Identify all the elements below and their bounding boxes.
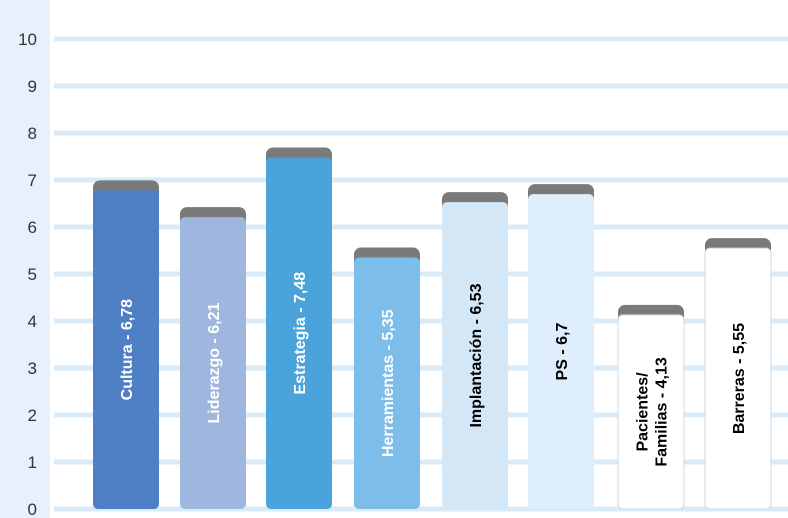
- bar-group: Implantación - 6,53: [442, 192, 508, 509]
- bar-label: Implantación - 6,53: [468, 283, 485, 427]
- chart-background: [0, 0, 50, 518]
- bar: [442, 202, 508, 509]
- y-tick-label: 10: [18, 30, 37, 49]
- y-tick-label: 6: [28, 218, 37, 237]
- bar: [93, 190, 159, 509]
- y-tick-label: 1: [28, 453, 37, 472]
- bar-group: Pacientes/Familias - 4,13: [617, 304, 685, 510]
- bar: [617, 314, 685, 510]
- bar: [354, 257, 420, 509]
- bar: [528, 194, 594, 509]
- bar-group: Estrategia - 7,48: [266, 147, 332, 509]
- y-tick-label: 9: [28, 77, 37, 96]
- bar-label: Herramientas - 5,35: [380, 309, 397, 457]
- y-tick-label: 0: [28, 500, 37, 518]
- bar-label-line: Herramientas - 5,35: [380, 309, 397, 457]
- y-tick-label: 7: [28, 171, 37, 190]
- y-tick-label: 5: [28, 265, 37, 284]
- bar: [266, 157, 332, 509]
- bar-group: PS - 6,7: [528, 184, 594, 509]
- y-axis-ticks: 0 1 2 3 4 5 6 7 8 9 10: [18, 30, 37, 518]
- bar-label: Estrategia - 7,48: [292, 272, 309, 395]
- y-tick-label: 3: [28, 359, 37, 378]
- gridlines: [54, 36, 788, 512]
- y-tick-label: 4: [28, 312, 37, 331]
- bar: [180, 217, 246, 509]
- bar-label: Cultura - 6,78: [119, 299, 136, 400]
- bars: Cultura - 6,78 Liderazgo - 6,21 Estrategia…: [93, 147, 772, 510]
- bar-group: Barreras - 5,55: [704, 238, 772, 510]
- bar-group: Liderazgo - 6,21: [180, 207, 246, 509]
- bar-label-line: Barreras - 5,55: [731, 323, 748, 434]
- bar-label: PS - 6,7: [554, 323, 571, 381]
- y-axis-band: [0, 0, 50, 518]
- bar-label-line: Pacientes/: [635, 372, 652, 452]
- bar-label-line: Liderazgo - 6,21: [206, 303, 223, 424]
- bar-group: Herramientas - 5,35: [354, 247, 420, 509]
- bar-label: Liderazgo - 6,21: [206, 303, 223, 424]
- bar-label-line: Estrategia - 7,48: [292, 272, 309, 395]
- bar-label-line: PS - 6,7: [554, 323, 571, 381]
- bar-label-line: Cultura - 6,78: [119, 299, 136, 400]
- y-tick-label: 8: [28, 124, 37, 143]
- bar: [704, 247, 772, 510]
- y-tick-label: 2: [28, 406, 37, 425]
- bar-label: Pacientes/Familias - 4,13: [635, 357, 671, 466]
- bar-group: Cultura - 6,78: [93, 180, 159, 509]
- bar-label: Barreras - 5,55: [731, 323, 748, 434]
- bar-label-line: Implantación - 6,53: [468, 283, 485, 427]
- bar-label-line: Familias - 4,13: [654, 357, 671, 466]
